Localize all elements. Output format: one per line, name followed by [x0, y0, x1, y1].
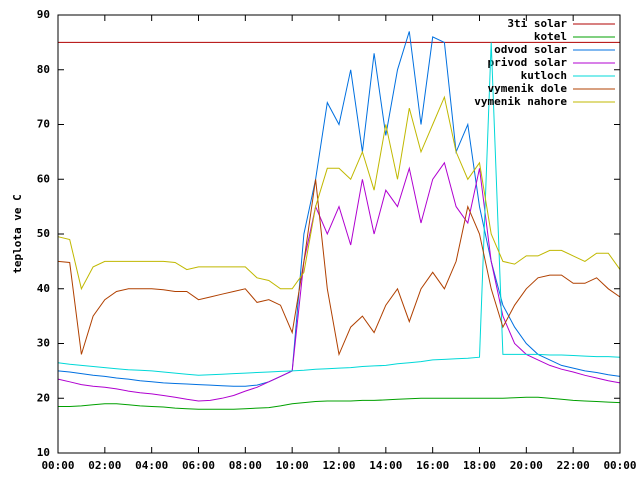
x-tick-label: 12:00: [322, 459, 355, 472]
x-tick-label: 04:00: [135, 459, 168, 472]
legend-label: kutloch: [521, 69, 567, 82]
y-axis-label: teplota ve C: [11, 194, 24, 273]
x-tick-label: 00:00: [41, 459, 74, 472]
legend-label: kotel: [534, 30, 567, 43]
y-tick-label: 50: [37, 227, 50, 240]
x-tick-label: 06:00: [182, 459, 215, 472]
series-line: [57, 42, 621, 376]
legend-label: vymenik nahore: [474, 95, 567, 108]
y-tick-label: 70: [37, 118, 50, 131]
y-tick-label: 80: [37, 63, 50, 76]
x-tick-label: 08:00: [229, 459, 262, 472]
y-tick-label: 20: [37, 391, 50, 404]
x-tick-label: 16:00: [416, 459, 449, 472]
series-line: [57, 95, 621, 291]
plot-border: [57, 14, 621, 454]
y-tick-label: 40: [37, 282, 50, 295]
y-tick-label: 60: [37, 172, 50, 185]
series-line: [57, 31, 621, 387]
legend-label: vymenik dole: [488, 82, 568, 95]
x-tick-label: 18:00: [463, 459, 496, 472]
x-tick-label: 22:00: [557, 459, 590, 472]
legend-label: privod solar: [488, 56, 568, 69]
series-line: [57, 179, 621, 357]
x-tick-label: 14:00: [369, 459, 402, 472]
y-tick-label: 90: [37, 8, 50, 21]
x-tick-label: 20:00: [510, 459, 543, 472]
y-tick-label: 30: [37, 337, 50, 350]
x-tick-label: 02:00: [88, 459, 121, 472]
legend-label: 3ti solar: [507, 17, 567, 30]
legend-label: odvod solar: [494, 43, 567, 56]
x-tick-label: 10:00: [276, 459, 309, 472]
x-tick-label: 00:00: [603, 459, 636, 472]
y-tick-label: 10: [37, 446, 50, 459]
series-line: [58, 396, 621, 410]
